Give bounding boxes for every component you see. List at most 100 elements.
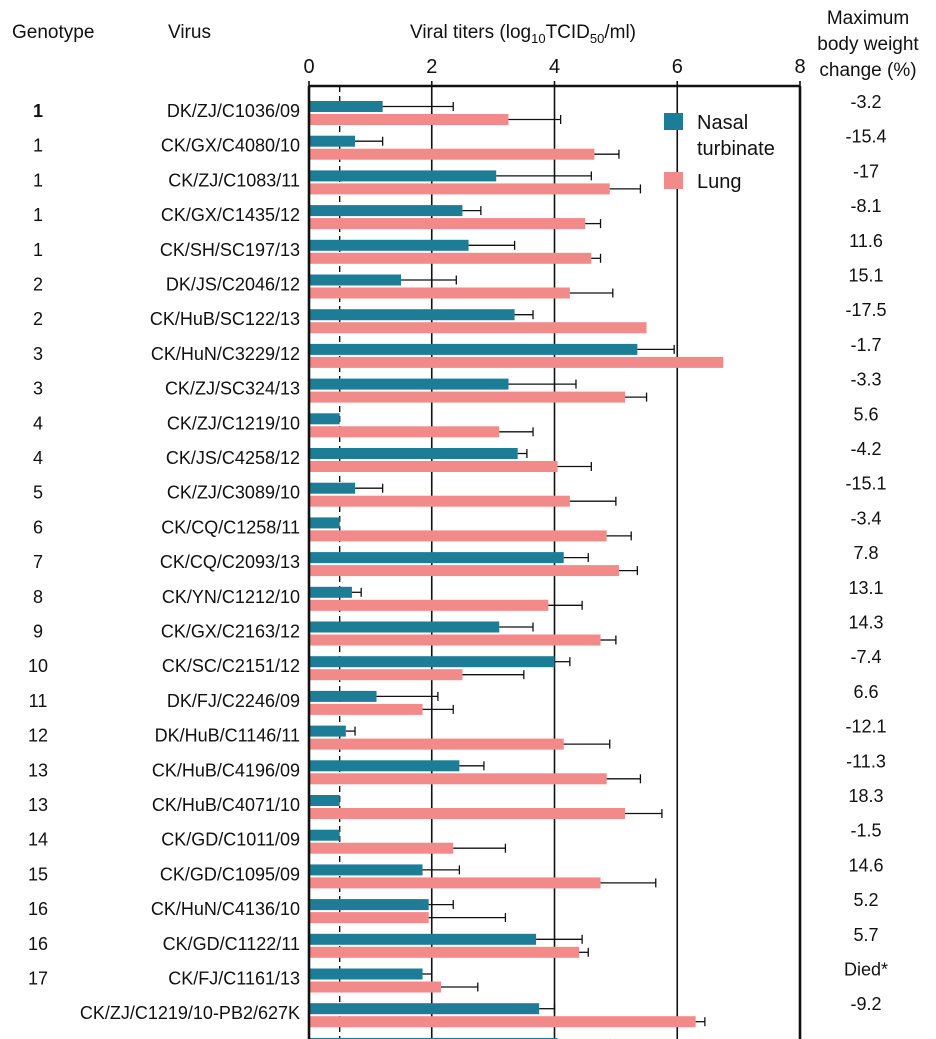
lung-bar [309, 842, 454, 854]
virus-label: DK/FJ/C2246/09 [167, 691, 300, 711]
nasal-turbinate-bar [309, 829, 340, 841]
weight-change-label: 5.6 [853, 404, 878, 424]
weight-change-label: 7.8 [853, 543, 878, 563]
virus-label: DK/JS/C2046/12 [166, 275, 300, 295]
plot-frame [307, 84, 802, 1039]
genotype-label: 3 [33, 379, 43, 399]
x-tick-label: 6 [672, 56, 683, 78]
virus-label: CK/CQ/C2093/13 [160, 552, 300, 572]
nasal-turbinate-bar [309, 239, 469, 251]
genotype-label: 14 [28, 830, 48, 850]
legend-label-lung: Lung [697, 171, 742, 193]
lung-bar [309, 808, 626, 819]
axis-title-part: TCID [546, 22, 590, 43]
lung-bar [309, 148, 595, 160]
row-labels: 1 DK/ZJ/C1036/09 -3.2 1 CK/GX/C4080/10 -15.4 1… [28, 92, 888, 1039]
column-headers: Genotype Virus Viral titers (log10TCID50… [12, 8, 919, 81]
weight-change-label: 5.2 [853, 890, 878, 910]
virus-label: CK/ZJ/C1219/10-PB2/701N [79, 1038, 300, 1039]
nasal-turbinate-bar [309, 1003, 540, 1015]
lung-bar [309, 981, 441, 993]
genotype-label: 8 [33, 587, 43, 607]
axis-title-sub: 50 [590, 31, 604, 46]
x-tick-labels: 0 2 4 6 8 [303, 56, 806, 86]
lung-bar [309, 252, 592, 264]
nasal-turbinate-bar [309, 448, 518, 459]
nasal-turbinate-bar [309, 552, 564, 564]
nasal-turbinate-bar [309, 968, 423, 980]
weight-change-label: -7.4 [850, 647, 881, 667]
nasal-turbinate-bar [309, 760, 460, 772]
lung-bar [309, 356, 724, 368]
genotype-label: 17 [28, 969, 48, 989]
lung-bar [309, 391, 626, 403]
weight-change-label: -3.4 [850, 508, 881, 528]
virus-label: CK/FJ/C1161/13 [168, 969, 300, 989]
genotype-label: 6 [33, 517, 43, 537]
virus-label: CK/SH/SC197/13 [160, 240, 300, 260]
lung-bar [309, 634, 601, 646]
virus-label: CK/ZJ/C1219/10 [167, 413, 300, 433]
virus-label: CK/GD/C1095/09 [160, 864, 300, 884]
genotype-label: 4 [33, 413, 43, 433]
weight-change-label: -17 [853, 161, 879, 181]
virus-label: CK/GX/C2163/12 [161, 622, 300, 642]
weight-change-label: Died* [844, 960, 888, 980]
weight-change-label: -1.7 [850, 335, 881, 355]
virus-label: CK/ZJ/C3089/10 [167, 483, 300, 503]
nasal-turbinate-bar [309, 690, 377, 702]
nasal-turbinate-bar [309, 413, 340, 425]
virus-label: CK/YN/C1212/10 [162, 587, 300, 607]
virus-label: CK/ZJ/C1219/10-PB2/627K [80, 1003, 300, 1023]
lung-bar [309, 183, 610, 195]
weight-change-label: -11.3 [846, 751, 886, 771]
weight-change-label: 5.7 [853, 925, 878, 945]
lung-bar [309, 773, 607, 785]
weight-change-label: -8.1 [850, 196, 881, 216]
lung-bar [309, 946, 580, 958]
weight-change-label: -12.1 [845, 717, 886, 737]
genotype-label: 1 [33, 170, 43, 190]
weight-change-label: -3.2 [850, 92, 881, 112]
lung-bar [309, 114, 509, 125]
genotype-label: 1 [33, 240, 43, 260]
nasal-turbinate-bar [309, 725, 346, 737]
virus-label: CK/ZJ/C1083/11 [168, 170, 300, 190]
weight-change-label: 13.1 [848, 578, 883, 598]
genotype-label: 13 [28, 795, 48, 815]
lung-bar [309, 669, 463, 681]
virus-label: CK/HuB/SC122/13 [150, 309, 300, 329]
nasal-turbinate-bar [309, 621, 500, 633]
virus-label: DK/HuB/C1146/11 [155, 726, 300, 746]
genotype-label: 16 [28, 899, 48, 919]
error-bars [345, 102, 706, 1039]
lung-bar [309, 912, 429, 924]
weight-change-label: -17.5 [845, 300, 886, 320]
weight-change-label: -15.1 [845, 474, 886, 494]
genotype-label: 9 [33, 622, 43, 642]
lung-bar [309, 322, 647, 334]
nasal-turbinate-bar [309, 170, 497, 182]
lung-bar [309, 495, 570, 507]
genotype-label: 16 [28, 934, 48, 954]
virus-header: Virus [168, 22, 211, 43]
lung-bar [309, 426, 500, 438]
nasal-turbinate-bar [309, 656, 555, 668]
virus-label: CK/SC/C2151/12 [162, 656, 300, 676]
x-tick-label: 0 [303, 56, 314, 78]
nasal-turbinate-bar [309, 517, 340, 529]
virus-label: CK/GX/C1435/12 [161, 205, 300, 225]
nasal-turbinate-bar [309, 899, 429, 911]
weight-change-label: 15.1 [848, 266, 883, 286]
legend-label-turbinate: turbinate [697, 138, 775, 160]
axis-title: Viral titers (log10TCID50/ml) [410, 22, 636, 46]
virus-label: CK/GD/C1011/09 [161, 830, 300, 850]
virus-label: CK/GD/C1122/11 [163, 934, 300, 954]
weight-header-line2: body weight [817, 34, 919, 55]
weight-change-label: -4.2 [850, 439, 881, 459]
lung-bar [309, 461, 558, 472]
bars [309, 101, 724, 1039]
nasal-turbinate-bar [309, 274, 402, 286]
